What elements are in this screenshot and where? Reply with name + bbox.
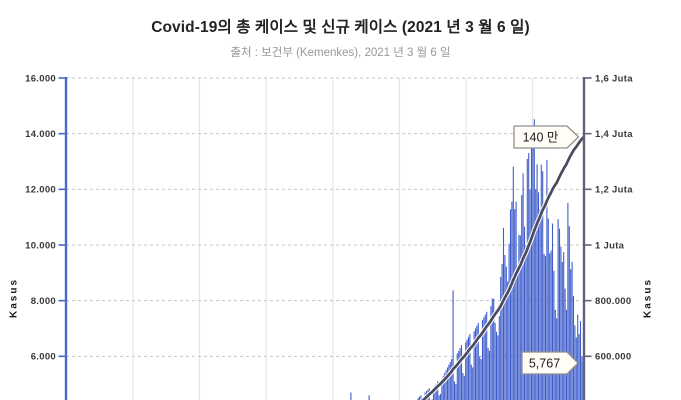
right-axis-tick-label: 1,2 Juta [595,185,633,196]
latest-new-cases-callout: 5,767 [521,351,579,375]
left-axis-tick-label: 14.000 [25,129,56,140]
right-axis-tick-label: 600.000 [595,352,631,363]
left-axis: 16.000 14.000 12.000 10.000 8.000 6.000 [25,73,68,400]
vertical-gridlines [132,78,534,400]
right-axis-tick-label: 1,6 Juta [595,73,633,84]
total-cases-callout: 140 만 [513,125,580,149]
left-axis-tick-label: 10.000 [25,240,56,251]
chart-title: Covid-19의 총 케이스 및 신규 케이스 (2021 년 3 월 6 일… [151,19,530,36]
right-axis-tick-label: 1,4 Juta [595,129,633,140]
horizontal-gridlines [66,77,584,357]
left-axis-tick-label: 12.000 [25,185,56,196]
latest-new-cases-callout-label: 5,767 [529,356,560,370]
chart-subtitle: 출처 : 보건부 (Kemenkes), 2021 년 3 월 6 일 [230,47,451,59]
right-axis-tick-label: 1 Juta [595,240,625,251]
right-axis-tick-label: 800.000 [595,296,631,307]
left-axis-tick-label: 6.000 [31,352,56,363]
total-cases-callout-label: 140 만 [523,130,559,144]
left-axis-tick-label: 8.000 [31,296,56,307]
left-axis-tick-label: 16.000 [25,73,56,84]
right-axis: 1,6 Juta 1,4 Juta 1,2 Juta 1 Juta 800.000 600… [582,73,633,400]
cumulative-line [421,136,585,400]
